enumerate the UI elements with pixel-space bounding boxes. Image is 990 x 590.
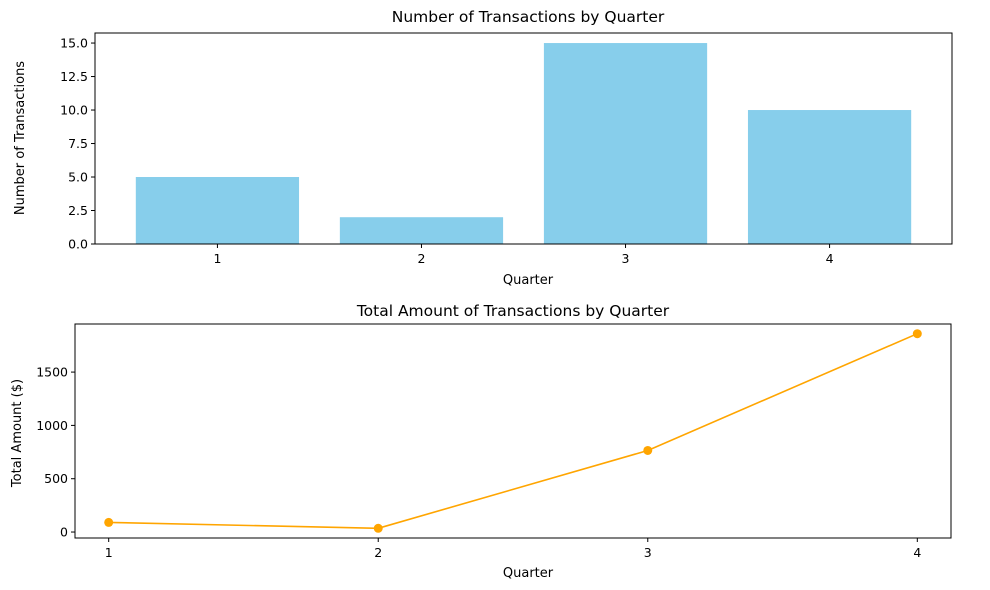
bar-y-tick-label: 12.5 — [60, 69, 88, 84]
line-chart-x-axis-label: Quarter — [503, 566, 554, 581]
line-x-tick-label: 4 — [913, 545, 921, 560]
bar-x-tick-label: 4 — [826, 251, 834, 266]
bar-y-tick-label: 5.0 — [68, 170, 88, 185]
bar-y-tick-label: 10.0 — [60, 103, 88, 118]
line-series — [108, 332, 918, 530]
line-plot-area: 1 2 3 4 0 500 1000 1500 — [36, 329, 922, 560]
bar-y-tick-label: 0.0 — [68, 237, 88, 252]
line-y-tick-label: 500 — [44, 471, 68, 486]
bar-x-tick-label: 2 — [417, 251, 425, 266]
bar-q4 — [747, 110, 912, 245]
bar-chart: Number of Transactions by Quarter 1 2 3 4 0.… — [13, 8, 953, 288]
line-y-tick-label: 1500 — [36, 365, 68, 380]
bar-q3 — [543, 43, 708, 244]
bar-chart-y-axis-label: Number of Transactions — [13, 61, 28, 215]
line-point-q4 — [912, 329, 922, 339]
line-point-q3 — [643, 445, 653, 455]
bar-plot-area: 1 2 3 4 0.0 2.5 5.0 7.5 10.0 12.5 15.0 — [60, 36, 912, 266]
bar-chart-x-axis-label: Quarter — [503, 273, 554, 288]
line-x-tick-label: 3 — [644, 545, 652, 560]
line-chart-y-axis-label: Total Amount ($) — [10, 379, 25, 488]
bar-q2 — [339, 217, 504, 244]
bar-x-tick-label: 1 — [213, 251, 221, 266]
bar-q1 — [135, 177, 300, 244]
line-x-tick-label: 2 — [374, 545, 382, 560]
bar-x-tick-label: 3 — [622, 251, 630, 266]
bar-y-tick-label: 15.0 — [60, 36, 88, 51]
line-chart-title: Total Amount of Transactions by Quarter — [356, 302, 670, 320]
line-chart-frame — [74, 323, 952, 539]
line-y-tick-label: 0 — [60, 525, 68, 540]
bar-y-tick-label: 7.5 — [68, 136, 88, 151]
line-point-q2 — [373, 523, 383, 533]
bar-y-tick-label: 2.5 — [68, 203, 88, 218]
line-y-tick-label: 1000 — [36, 418, 68, 433]
line-chart: Total Amount of Transactions by Quarter … — [10, 302, 952, 581]
bar-chart-title: Number of Transactions by Quarter — [392, 8, 665, 26]
line-point-q1 — [104, 517, 114, 527]
bar-chart-frame — [94, 32, 953, 245]
line-x-tick-label: 1 — [105, 545, 113, 560]
